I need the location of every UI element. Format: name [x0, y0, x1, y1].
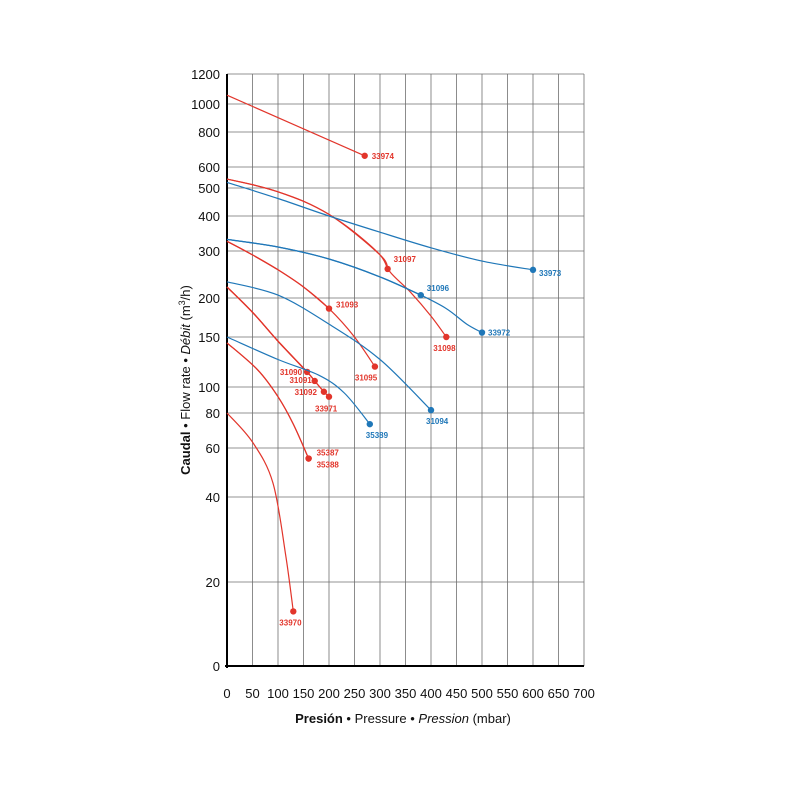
grid: [227, 73, 585, 666]
x-tick-label: 650: [548, 686, 570, 701]
x-tick-label: 0: [223, 686, 230, 701]
x-tick-label: 600: [522, 686, 544, 701]
x-axis-title-sep1: •: [343, 711, 355, 726]
curve-label-31095: 31095: [355, 374, 378, 383]
curve-label-31091: 31091: [289, 376, 312, 385]
curve-end-point-31095: [371, 363, 379, 370]
curve-33973: [226, 181, 534, 271]
curve-end-point-33970: [290, 608, 297, 615]
curve-label-35388: 35388: [317, 461, 340, 470]
y-axis-title-en: Flow rate: [178, 366, 193, 419]
curve-end-point-33972: [478, 329, 486, 336]
x-tick-label: 300: [369, 686, 391, 701]
x-axis-title-en: Pressure: [355, 711, 407, 726]
curve-label-33973: 33973: [539, 269, 562, 278]
curve-label-33974: 33974: [372, 152, 395, 161]
y-tick-label: 1200: [191, 67, 220, 82]
x-tick-label: 500: [471, 686, 493, 701]
y-tick-label: 500: [198, 181, 220, 196]
y-tick-label: 100: [198, 380, 220, 395]
y-tick-label: 150: [198, 330, 220, 345]
curve-end-point-33973: [529, 266, 537, 274]
x-tick-label: 350: [395, 686, 417, 701]
curve-31097: [226, 178, 389, 270]
y-tick-label: 1000: [191, 97, 220, 112]
x-tick-label: 450: [446, 686, 468, 701]
curve-labels: 33974 31097 31098 33973 31096 33972 31093 31095…: [279, 152, 561, 628]
curve-label-31097: 31097: [394, 255, 417, 264]
y-axis-title-unit-sup: 3: [177, 300, 187, 305]
y-axis-title-sep1: •: [178, 420, 193, 432]
curve-33971: [226, 286, 330, 398]
curve-label-35387: 35387: [317, 449, 340, 458]
y-tick-label: 20: [206, 575, 220, 590]
curve-label-33970: 33970: [279, 618, 302, 627]
x-tick-label: 200: [318, 686, 340, 701]
x-axis-title-es: Presión: [295, 711, 343, 726]
y-axis-title-unit-b: /h): [178, 285, 193, 300]
y-tick-label: 80: [206, 406, 220, 421]
axes: [225, 74, 584, 668]
curve-end-point-33971: [325, 393, 333, 400]
y-tick-label: 0: [213, 659, 220, 674]
curve-31098: [226, 178, 447, 338]
curves: [226, 94, 537, 615]
curve-35388: [226, 342, 310, 459]
curve-label-31094: 31094: [426, 417, 449, 426]
curve-end-point-35388: [305, 455, 312, 462]
curve-label-33971: 33971: [315, 405, 338, 414]
curve-33972: [226, 238, 483, 334]
curve-label-31096: 31096: [427, 284, 450, 293]
curve-33974: [226, 94, 365, 157]
y-tick-label: 600: [198, 160, 220, 175]
y-tick-labels: 0 20 40 60 80 100 150 200 300 400 500 600 800 1000 120…: [191, 67, 220, 674]
curve-35389: [226, 336, 371, 425]
curve-label-31092: 31092: [295, 388, 318, 397]
y-tick-label: 60: [206, 441, 220, 456]
y-tick-label: 40: [206, 490, 220, 505]
curve-end-point-31098: [443, 333, 450, 341]
x-axis-title-sep2: •: [407, 711, 419, 726]
y-tick-label: 400: [198, 209, 220, 224]
x-axis-title: Presión • Pressure • Pression (mbar): [295, 711, 511, 726]
y-axis-title: Caudal • Flow rate • Débit (m3/h): [177, 285, 193, 475]
y-axis-title-es: Caudal: [178, 432, 193, 475]
x-tick-label: 700: [573, 686, 595, 701]
curve-end-point-33974: [361, 152, 368, 159]
x-axis-title-unit: (mbar): [469, 711, 511, 726]
curve-label-31090: 31090: [280, 368, 303, 377]
x-tick-labels: 0 50 100 150 200 250 300 350 400 450 500 550 600 650 7…: [223, 686, 594, 701]
x-tick-label: 550: [497, 686, 519, 701]
x-tick-label: 150: [293, 686, 315, 701]
y-tick-label: 200: [198, 291, 220, 306]
x-tick-label: 100: [267, 686, 289, 701]
curve-31096: [226, 238, 422, 296]
y-tick-label: 300: [198, 244, 220, 259]
y-axis-title-fr: Débit: [178, 323, 193, 355]
curve-31095: [226, 240, 376, 367]
x-axis-title-fr: Pression: [418, 711, 469, 726]
curve-label-35389: 35389: [366, 431, 389, 440]
y-axis-title-sep2: •: [178, 354, 193, 366]
y-tick-label: 800: [198, 125, 220, 140]
curve-31094: [226, 281, 432, 411]
curve-label-31093: 31093: [336, 301, 359, 310]
curve-label-33972: 33972: [488, 329, 511, 338]
curve-end-point-31094: [427, 406, 435, 414]
x-tick-label: 400: [420, 686, 442, 701]
curve-end-point-35389: [366, 420, 373, 428]
curve-33970: [226, 412, 294, 612]
curve-label-31098: 31098: [433, 344, 456, 353]
y-axis-title-unit-a: (m: [178, 305, 193, 324]
x-tick-label: 50: [245, 686, 259, 701]
x-tick-label: 250: [344, 686, 366, 701]
